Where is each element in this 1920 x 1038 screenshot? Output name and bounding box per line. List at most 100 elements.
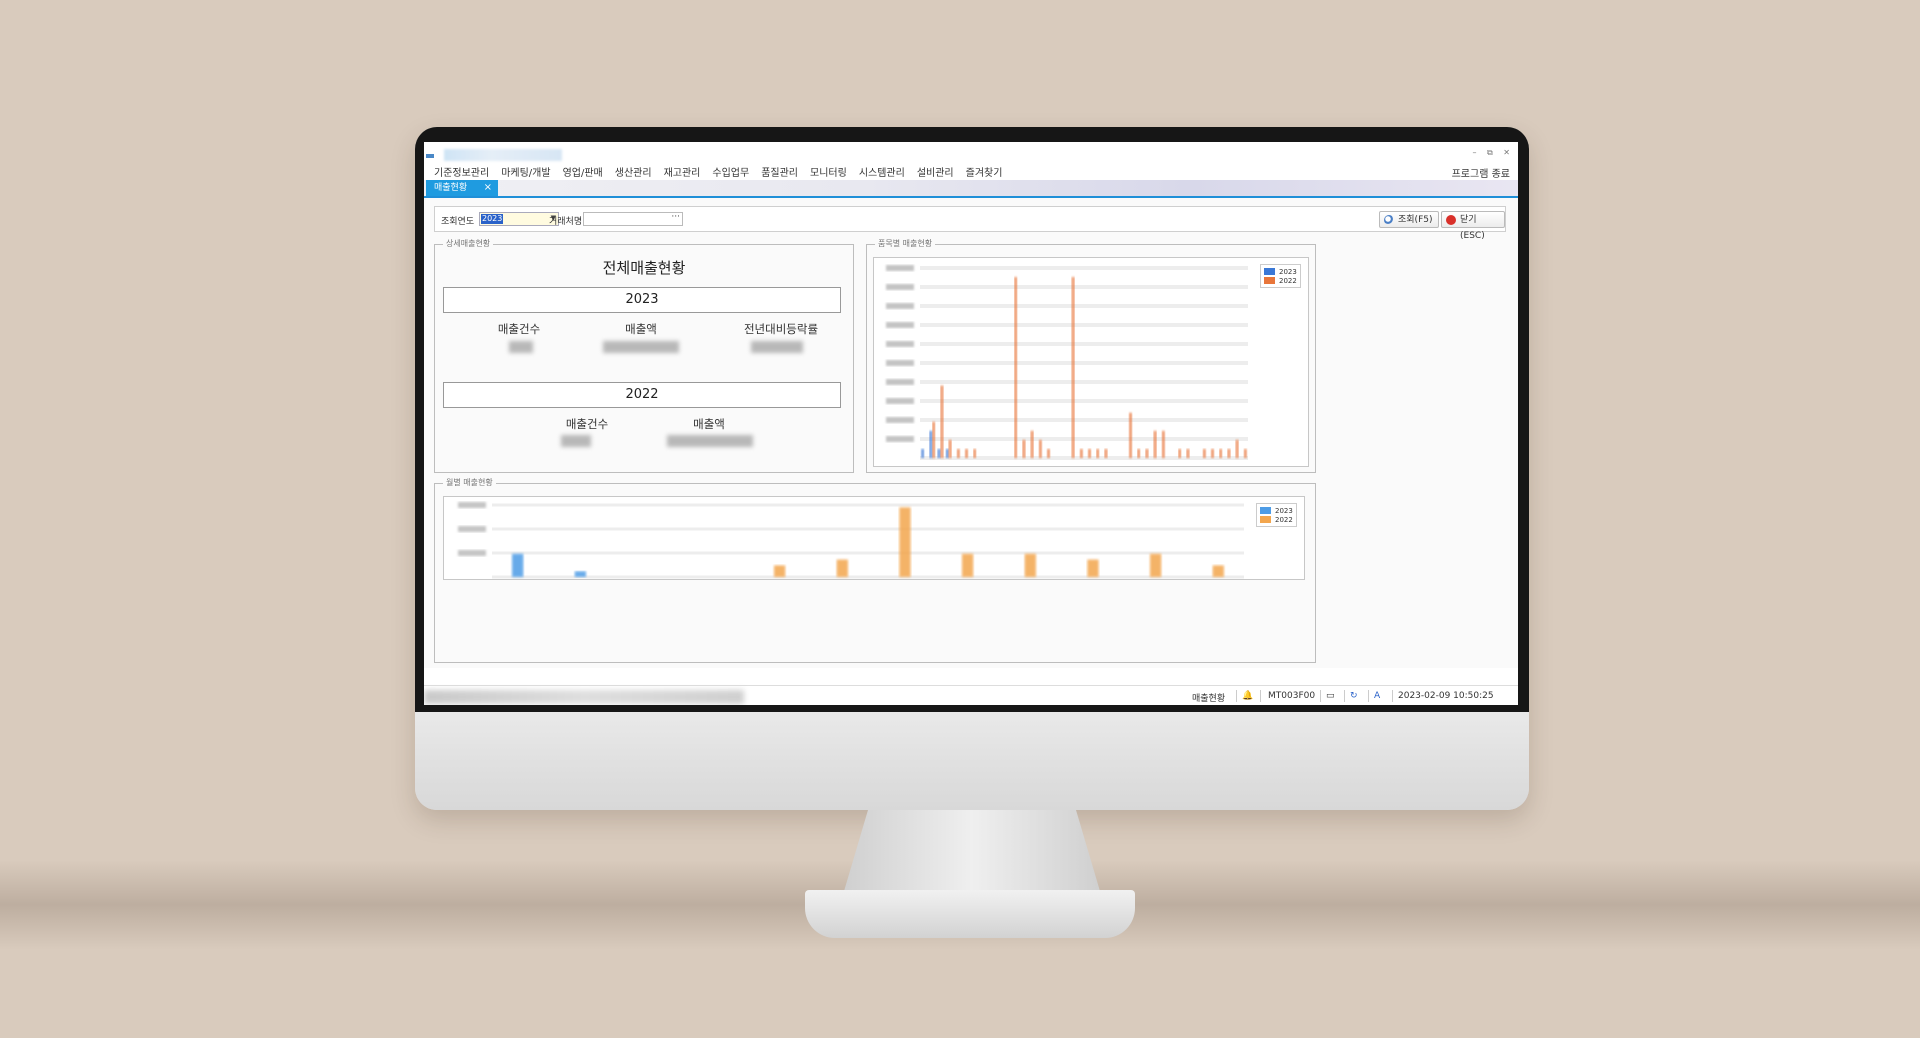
- y-tick-label-blurred: [886, 322, 914, 328]
- bar-2023: [937, 448, 941, 458]
- menu-item-favorites[interactable]: 즐겨찾기: [965, 167, 1003, 179]
- bar-2022: [1153, 430, 1157, 458]
- app-title-blurred: [444, 149, 562, 161]
- bar-2022: [940, 385, 944, 458]
- legend-swatch-2022: [1264, 277, 1275, 284]
- menu-item-monitoring[interactable]: 모니터링: [810, 167, 847, 179]
- y-tick-label-blurred: [886, 436, 914, 442]
- refresh-icon[interactable]: ↻: [1350, 691, 1358, 701]
- bar-2022: [1104, 448, 1108, 458]
- bar-2022: [1178, 448, 1182, 458]
- bar-2023: [945, 448, 949, 458]
- status-separator: [1320, 690, 1321, 702]
- bar-2022: [1014, 277, 1018, 458]
- spellcheck-icon[interactable]: A: [1374, 691, 1381, 701]
- menu-item-sales[interactable]: 영업/판매: [562, 167, 603, 179]
- title-bar: – ⧉ ✕: [424, 142, 1518, 162]
- status-separator: [1368, 690, 1369, 702]
- bar-2022: [1219, 448, 1223, 458]
- bar-2022: [899, 507, 911, 577]
- bar-2022: [1243, 448, 1247, 458]
- item-chart-area: 2023 2022: [873, 257, 1309, 467]
- monthly-sales-chart: [458, 502, 1244, 579]
- menu-item-production[interactable]: 생산관리: [614, 167, 652, 179]
- close-button[interactable]: 닫기(ESC): [1441, 211, 1505, 241]
- tab-close-icon[interactable]: ×: [483, 182, 492, 193]
- program-exit-button[interactable]: 프로그램 종료: [1451, 169, 1510, 180]
- legend-label-2023: 2023: [1279, 267, 1297, 276]
- item-sales-group: 품목별 매출현황 2023 2022: [866, 238, 1316, 473]
- y-tick-label-blurred: [886, 303, 914, 309]
- menu-item-import[interactable]: 수입업무: [712, 167, 750, 179]
- bar-2022: [1022, 439, 1026, 458]
- customer-input[interactable]: ···: [583, 212, 683, 226]
- bar-2022: [1030, 430, 1034, 458]
- customer-label: 거래처명: [549, 217, 583, 227]
- y-tick-label-blurred: [886, 341, 914, 347]
- chevron-down-icon[interactable]: ▼: [550, 214, 556, 222]
- overall-sales-heading: 전체매출현황: [602, 259, 686, 277]
- search-button[interactable]: 조회(F5): [1379, 211, 1439, 228]
- menu-item-inventory[interactable]: 재고관리: [663, 167, 701, 179]
- window-controls[interactable]: – ⧉ ✕: [1472, 148, 1514, 157]
- y-tick-label-blurred: [886, 284, 914, 290]
- previous-count-label: 매출건수: [565, 417, 609, 431]
- menu-item-marketing[interactable]: 마케팅/개발: [501, 167, 551, 179]
- app-window: – ⧉ ✕ 기준정보관리 마케팅/개발 영업/판매 생산관리 재고관리 수입업무…: [424, 142, 1518, 705]
- bar-2022: [1087, 559, 1099, 577]
- y-tick-label-blurred: [458, 502, 486, 508]
- bar-2022: [1186, 448, 1190, 458]
- menu-item-base-info[interactable]: 기준정보관리: [434, 167, 490, 179]
- bar-2022: [836, 559, 848, 577]
- legend-swatch-2022: [1260, 516, 1271, 523]
- monitor-stand-foot: [805, 890, 1135, 938]
- detail-sales-group: 상세매출현황 전체매출현황 2023 매출건수 매출액 전년대비등락률 2022…: [434, 238, 854, 473]
- bar-2022: [1235, 439, 1239, 458]
- bar-2023: [512, 553, 524, 577]
- previous-amount-label: 매출액: [693, 417, 725, 431]
- y-tick-label-blurred: [458, 550, 486, 556]
- search-button-label: 조회(F5): [1398, 215, 1433, 225]
- menu-item-system[interactable]: 시스템관리: [858, 167, 905, 179]
- bar-2022: [1088, 448, 1091, 458]
- bar-2023: [929, 430, 933, 458]
- status-separator: [1260, 690, 1261, 702]
- bar-2022: [1038, 439, 1042, 458]
- bar-2022: [973, 448, 977, 458]
- close-button-label: 닫기(ESC): [1460, 215, 1485, 241]
- app-icon: [426, 154, 434, 158]
- y-tick-label-blurred: [886, 265, 914, 271]
- window-icon[interactable]: ▭: [1326, 691, 1335, 701]
- previous-amount-value-blurred: [667, 435, 753, 447]
- bar-2022: [1137, 448, 1141, 458]
- bar-2022: [962, 553, 974, 577]
- y-tick-label-blurred: [886, 360, 914, 366]
- bell-icon[interactable]: 🔔: [1242, 691, 1254, 701]
- monthly-chart-legend: 2023 2022: [1256, 503, 1297, 527]
- current-amount-label: 매출액: [625, 322, 657, 336]
- status-datetime: 2023-02-09 10:50:25: [1398, 691, 1494, 701]
- current-count-value-blurred: [509, 341, 533, 353]
- status-separator: [1344, 690, 1345, 702]
- bar-2022: [1161, 430, 1165, 458]
- status-message-blurred: [424, 690, 744, 704]
- legend-swatch-2023: [1260, 507, 1271, 514]
- current-count-label: 매출건수: [497, 322, 541, 336]
- ellipsis-icon[interactable]: ···: [671, 212, 680, 222]
- status-separator: [1236, 690, 1237, 702]
- status-separator: [1392, 690, 1393, 702]
- bar-2022: [1227, 448, 1231, 458]
- bar-2022: [965, 448, 968, 458]
- menu-item-equipment[interactable]: 설비관리: [916, 167, 954, 179]
- tab-sales-status[interactable]: 매출현황 ×: [426, 180, 498, 196]
- legend-label-2022: 2022: [1279, 276, 1297, 285]
- bar-2022: [774, 565, 786, 577]
- menu-bar: 기준정보관리 마케팅/개발 영업/판매 생산관리 재고관리 수입업무 품질관리 …: [424, 162, 1518, 181]
- bar-2022: [1096, 448, 1100, 458]
- bar-2022: [1150, 553, 1162, 577]
- menu-item-quality[interactable]: 품질관리: [761, 167, 798, 179]
- bar-2022: [1129, 412, 1132, 458]
- monthly-chart-area: 2023 2022: [443, 496, 1305, 580]
- bar-2022: [1071, 277, 1075, 458]
- year-select[interactable]: 2023 ▼: [479, 212, 559, 226]
